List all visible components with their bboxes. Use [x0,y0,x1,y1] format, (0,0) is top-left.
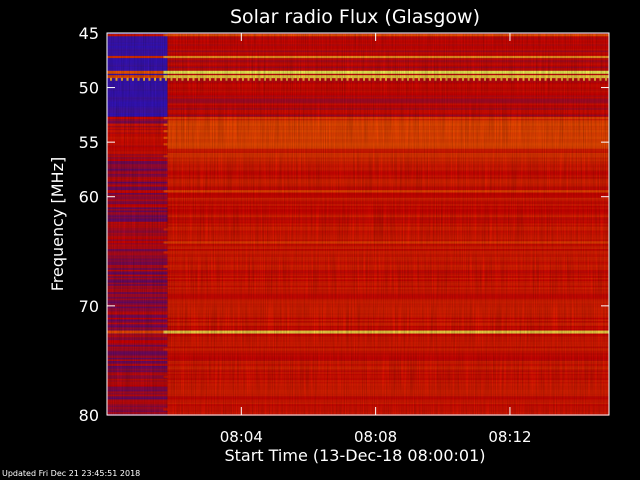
plot-frame [106,32,610,416]
y-tick-label: 60 [79,188,99,207]
x-tick-label: 08:08 [354,428,397,446]
y-tick-label: 55 [79,133,99,152]
y-axis-label: Frequency [MHz] [48,157,67,291]
noise-texture [107,33,609,415]
x-tick-label: 08:04 [220,428,263,446]
x-tick-label: 08:12 [488,428,531,446]
y-tick-label: 80 [79,406,99,425]
y-axis-ticks: 45 50 55 60 70 80 [79,24,609,425]
y-tick-label: 45 [79,24,99,43]
plot-area [107,33,609,416]
y-tick-label: 70 [79,297,99,316]
updated-timestamp: Updated Fri Dec 21 23:45:51 2018 [2,469,141,478]
chart-title: Solar radio Flux (Glasgow) [230,6,480,28]
x-axis-ticks: 08:04 08:08 08:12 [220,33,532,446]
x-axis-label: Start Time (13-Dec-18 08:00:01) [224,446,485,465]
y-tick-label: 50 [79,79,99,98]
